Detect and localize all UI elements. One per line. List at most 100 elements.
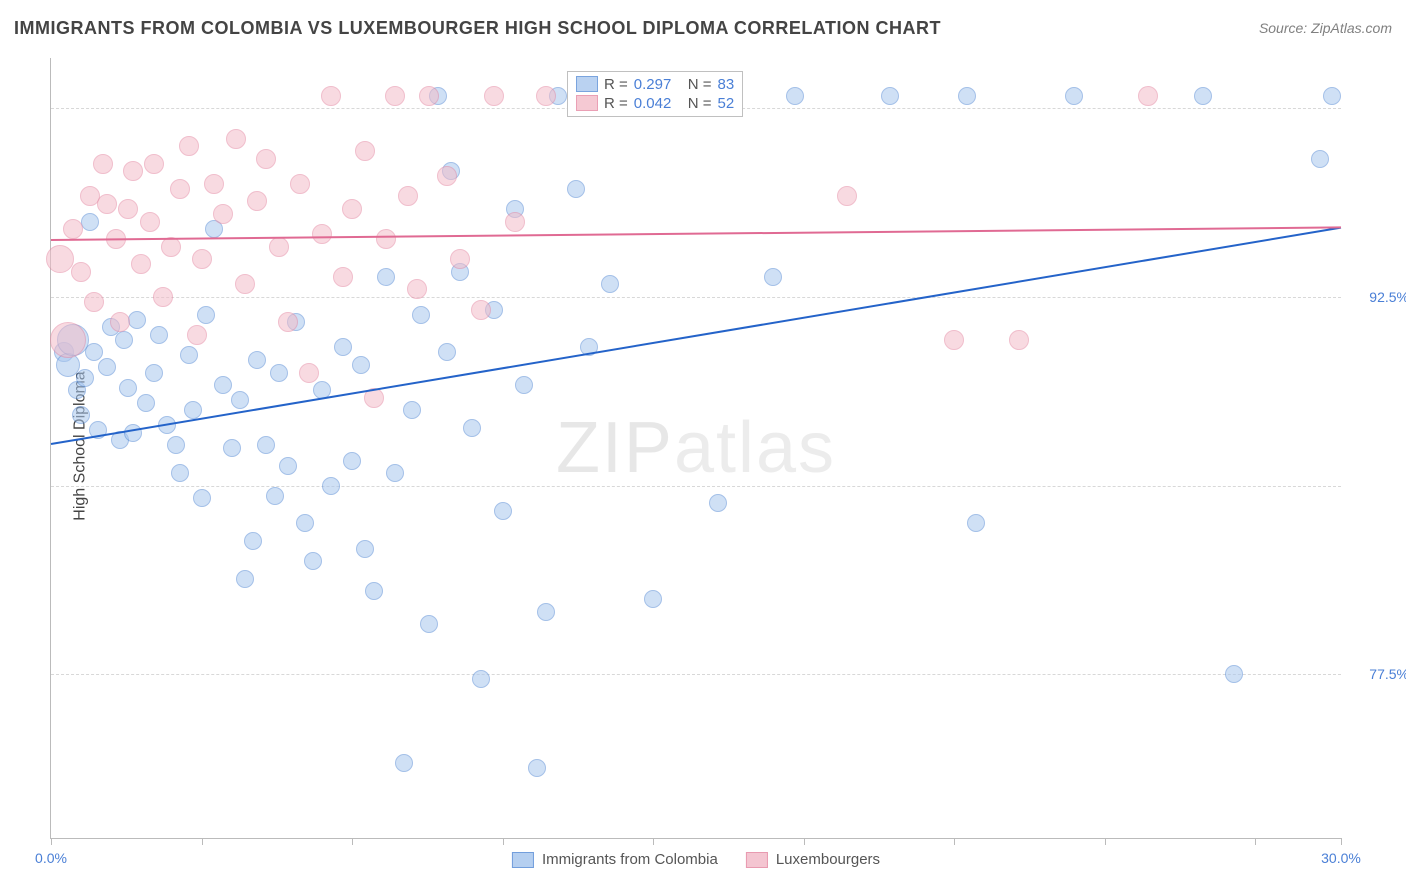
x-tick-label: 0.0% xyxy=(35,850,67,866)
data-point xyxy=(472,670,490,688)
data-point xyxy=(786,87,804,105)
data-point xyxy=(528,759,546,777)
data-point xyxy=(93,154,113,174)
data-point xyxy=(123,161,143,181)
data-point xyxy=(1225,665,1243,683)
data-point xyxy=(342,199,362,219)
data-point xyxy=(63,219,83,239)
data-point xyxy=(85,343,103,361)
data-point xyxy=(355,141,375,161)
data-point xyxy=(1009,330,1029,350)
data-point xyxy=(144,154,164,174)
data-point xyxy=(184,401,202,419)
data-point xyxy=(128,311,146,329)
series-name: Luxembourgers xyxy=(776,851,880,868)
data-point xyxy=(118,199,138,219)
data-point xyxy=(153,287,173,307)
data-point xyxy=(536,86,556,106)
data-point xyxy=(299,363,319,383)
data-point xyxy=(386,464,404,482)
data-point xyxy=(131,254,151,274)
data-point xyxy=(450,249,470,269)
data-point xyxy=(515,376,533,394)
data-point xyxy=(187,325,207,345)
legend-swatch xyxy=(576,95,598,111)
x-tick xyxy=(503,838,504,845)
data-point xyxy=(494,502,512,520)
data-point xyxy=(1194,87,1212,105)
chart-title: IMMIGRANTS FROM COLOMBIA VS LUXEMBOURGER… xyxy=(14,18,941,38)
data-point xyxy=(98,358,116,376)
legend-r-label: R = xyxy=(604,76,628,93)
data-point xyxy=(72,406,90,424)
data-point xyxy=(1138,86,1158,106)
x-tick xyxy=(51,838,52,845)
legend-row: R =0.042N =52 xyxy=(576,95,734,112)
data-point xyxy=(204,174,224,194)
x-tick-label: 30.0% xyxy=(1321,850,1361,866)
data-point xyxy=(256,149,276,169)
data-point xyxy=(97,194,117,214)
legend-swatch xyxy=(576,76,598,92)
data-point xyxy=(46,245,74,273)
legend-n-value: 83 xyxy=(718,76,735,93)
data-point xyxy=(145,364,163,382)
data-point xyxy=(81,213,99,231)
data-point xyxy=(881,87,899,105)
legend-r-label: R = xyxy=(604,95,628,112)
data-point xyxy=(471,300,491,320)
scatter-plot: ZIPatlas 77.5%92.5%0.0%30.0%R =0.297N =8… xyxy=(50,58,1341,839)
data-point xyxy=(226,129,246,149)
data-point xyxy=(171,464,189,482)
data-point xyxy=(279,457,297,475)
data-point xyxy=(537,603,555,621)
series-name: Immigrants from Colombia xyxy=(542,851,718,868)
data-point xyxy=(192,249,212,269)
data-point xyxy=(567,180,585,198)
data-point xyxy=(71,262,91,282)
data-point xyxy=(312,224,332,244)
gridline xyxy=(51,674,1341,675)
data-point xyxy=(214,376,232,394)
y-tick-label: 77.5% xyxy=(1369,666,1406,682)
data-point xyxy=(376,229,396,249)
data-point xyxy=(124,424,142,442)
data-point xyxy=(352,356,370,374)
data-point xyxy=(412,306,430,324)
data-point xyxy=(709,494,727,512)
data-point xyxy=(213,204,233,224)
data-point xyxy=(333,267,353,287)
data-point xyxy=(244,532,262,550)
bottom-legend-item: Immigrants from Colombia xyxy=(512,851,718,868)
data-point xyxy=(235,274,255,294)
data-point xyxy=(193,489,211,507)
source-label: Source: ZipAtlas.com xyxy=(1259,20,1392,36)
data-point xyxy=(137,394,155,412)
data-point xyxy=(270,364,288,382)
x-tick xyxy=(954,838,955,845)
data-point xyxy=(505,212,525,232)
data-point xyxy=(321,86,341,106)
bottom-legend: Immigrants from Colombia Luxembourgers xyxy=(512,851,880,868)
data-point xyxy=(407,279,427,299)
data-point xyxy=(231,391,249,409)
data-point xyxy=(1065,87,1083,105)
data-point xyxy=(304,552,322,570)
data-point xyxy=(1323,87,1341,105)
data-point xyxy=(76,369,94,387)
data-point xyxy=(179,136,199,156)
data-point xyxy=(644,590,662,608)
data-point xyxy=(266,487,284,505)
x-tick xyxy=(653,838,654,845)
trend-line xyxy=(51,227,1341,445)
data-point xyxy=(322,477,340,495)
data-point xyxy=(365,582,383,600)
legend-n-value: 52 xyxy=(718,95,735,112)
data-point xyxy=(343,452,361,470)
data-point xyxy=(419,86,439,106)
data-point xyxy=(296,514,314,532)
data-point xyxy=(437,166,457,186)
legend-n-label: N = xyxy=(688,95,712,112)
data-point xyxy=(180,346,198,364)
legend-row: R =0.297N =83 xyxy=(576,76,734,93)
